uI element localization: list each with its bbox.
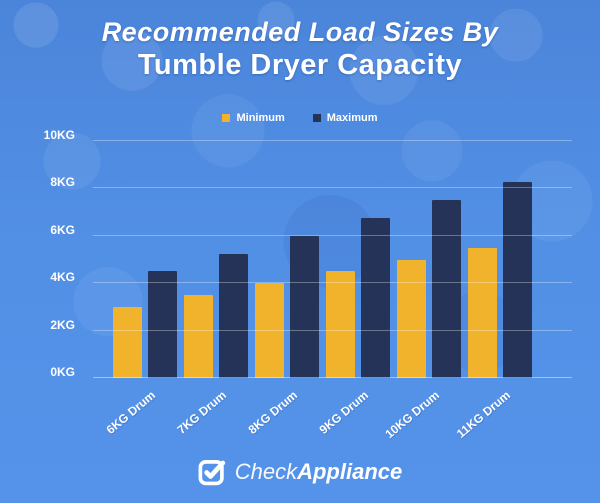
y-axis-labels: 0KG 2KG 4KG 6KG 8KG 10KG [28, 128, 85, 379]
bar-maximum-8kg-drum [290, 235, 319, 378]
y-tick-0kg: 0KG [50, 365, 75, 379]
legend-swatch-maximum [312, 114, 321, 122]
legend-label-minimum: Minimum [236, 112, 285, 124]
gridline-2kg [93, 329, 572, 331]
chart-plot-area [93, 140, 572, 378]
gridline-0kg [93, 377, 572, 378]
legend-item-maximum: Maximum [312, 112, 378, 124]
bar-maximum-11kg-drum [503, 182, 532, 378]
y-tick-2kg: 2KG [50, 317, 75, 332]
bar-minimum-11kg-drum [468, 247, 497, 378]
bar-maximum-9kg-drum [361, 218, 390, 378]
bar-minimum-6kg-drum [113, 306, 142, 378]
y-tick-10kg: 10KG [43, 128, 75, 142]
bar-maximum-6kg-drum [148, 271, 177, 378]
bar-maximum-10kg-drum [432, 200, 461, 378]
gridline-10kg [93, 140, 572, 141]
legend-item-minimum: Minimum [222, 112, 285, 124]
bar-group-8kg-drum [255, 141, 319, 378]
bar-maximum-7kg-drum [219, 253, 248, 378]
bar-minimum-9kg-drum [326, 271, 355, 378]
brand-name: Check Appliance [235, 459, 403, 485]
y-tick-6kg: 6KG [50, 222, 75, 237]
bar-group-7kg-drum [184, 141, 248, 378]
brand-name-check: Check [234, 459, 298, 484]
bar-minimum-10kg-drum [397, 259, 426, 378]
gridline-6kg [93, 234, 572, 236]
legend-swatch-minimum [222, 114, 231, 122]
checkbox-check-icon [198, 460, 225, 486]
bar-group-11kg-drum [468, 141, 532, 378]
title-line-1: Recommended Load Sizes By [101, 17, 499, 47]
page-title: Recommended Load Sizes By Tumble Dryer C… [0, 16, 600, 83]
title-line-2: Tumble Dryer Capacity [137, 49, 463, 82]
brand-name-appliance: Appliance [297, 459, 403, 484]
bar-minimum-7kg-drum [184, 295, 213, 378]
brand-footer: Check Appliance [0, 458, 600, 486]
bar-group-6kg-drum [113, 141, 177, 378]
legend-label-maximum: Maximum [326, 112, 378, 124]
y-tick-8kg: 8KG [50, 175, 75, 190]
bar-minimum-8kg-drum [255, 283, 284, 378]
gridline-8kg [93, 187, 572, 189]
y-tick-4kg: 4KG [50, 270, 75, 285]
chart-legend: Minimum Maximum [0, 112, 600, 124]
gridline-4kg [93, 282, 572, 284]
bar-group-9kg-drum [326, 141, 390, 378]
bar-series [113, 141, 532, 378]
bar-group-10kg-drum [397, 141, 461, 378]
